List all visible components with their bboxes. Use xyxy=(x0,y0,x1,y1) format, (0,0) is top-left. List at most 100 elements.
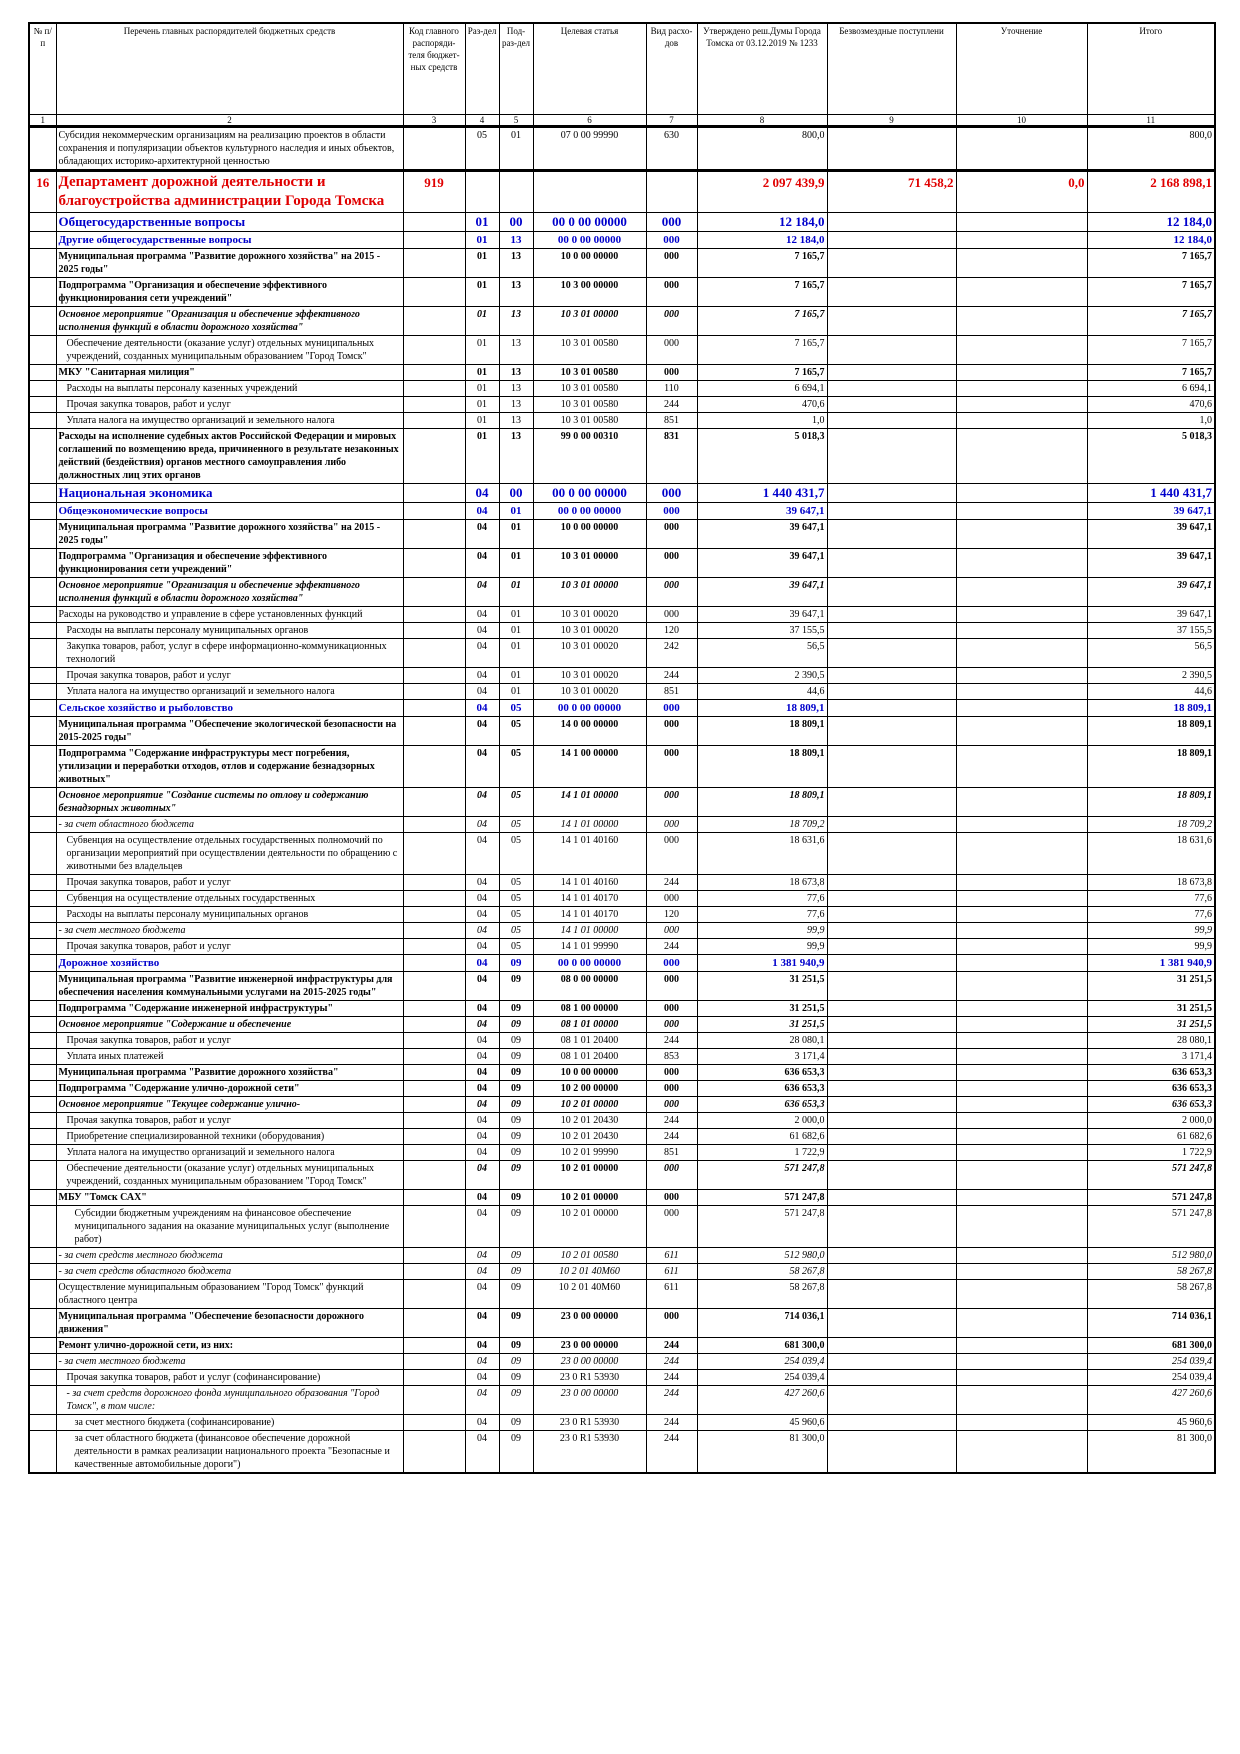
adjustment-amount xyxy=(955,548,1088,578)
section-code: 04 xyxy=(464,1205,500,1248)
expense-type: 244 xyxy=(645,1337,698,1354)
column-number: 10 xyxy=(955,114,1088,128)
approved-amount: 2 097 439,9 xyxy=(696,169,828,213)
total-amount: 28 080,1 xyxy=(1086,1032,1216,1049)
subsection-code: 13 xyxy=(498,248,534,278)
table-row: Приобретение специализированной техники … xyxy=(28,1128,1216,1145)
approved-amount: 427 260,6 xyxy=(696,1385,828,1415)
total-amount: 714 036,1 xyxy=(1086,1308,1216,1338)
target-article: 10 3 01 00580 xyxy=(532,380,647,397)
expense-type: 000 xyxy=(645,1016,698,1033)
target-article: 10 2 01 00000 xyxy=(532,1160,647,1190)
gratuitous-amount xyxy=(826,890,957,907)
row-name: Подпрограмма "Содержание улично-дорожной… xyxy=(55,1080,404,1097)
gratuitous-amount xyxy=(826,1263,957,1280)
column-number: 1 xyxy=(28,114,57,128)
row-number xyxy=(28,277,57,307)
expense-type: 000 xyxy=(645,745,698,788)
gratuitous-amount xyxy=(826,548,957,578)
target-article: 14 1 01 40170 xyxy=(532,906,647,923)
target-article: 23 0 R1 53930 xyxy=(532,1414,647,1431)
manager-code xyxy=(402,816,466,833)
row-number xyxy=(28,231,57,249)
gratuitous-amount xyxy=(826,667,957,684)
subsection-code: 09 xyxy=(498,1000,534,1017)
adjustment-amount xyxy=(955,428,1088,484)
section-code: 04 xyxy=(464,954,500,972)
approved-amount: 58 267,8 xyxy=(696,1263,828,1280)
section-code: 04 xyxy=(464,716,500,746)
gratuitous-amount xyxy=(826,1080,957,1097)
gratuitous-amount xyxy=(826,1247,957,1264)
total-amount: 18 809,1 xyxy=(1086,716,1216,746)
expense-type: 853 xyxy=(645,1048,698,1065)
total-amount: 18 631,6 xyxy=(1086,832,1216,875)
adjustment-amount xyxy=(955,1385,1088,1415)
row-number xyxy=(28,1247,57,1264)
section-code: 04 xyxy=(464,745,500,788)
row-name: - за счет областного бюджета xyxy=(55,816,404,833)
row-name: Прочая закупка товаров, работ и услуг xyxy=(55,1032,404,1049)
approved-amount: 636 653,3 xyxy=(696,1096,828,1113)
adjustment-amount xyxy=(955,683,1088,700)
target-article: 23 0 00 00000 xyxy=(532,1353,647,1370)
section-code: 04 xyxy=(464,1430,500,1474)
table-row: - за счет средств областного бюджета 04 09… xyxy=(28,1263,1216,1280)
subsection-code: 09 xyxy=(498,971,534,1001)
row-name: Подпрограмма "Организация и обеспечение … xyxy=(55,548,404,578)
table-row: Сельское хозяйство и рыболовство 04 05 00 0… xyxy=(28,699,1216,717)
gratuitous-amount xyxy=(826,938,957,955)
row-name: Субвенция на осуществление отдельных гос… xyxy=(55,890,404,907)
adjustment-amount xyxy=(955,1080,1088,1097)
row-name: - за счет средств областного бюджета xyxy=(55,1263,404,1280)
total-amount: 77,6 xyxy=(1086,906,1216,923)
total-amount: 31 251,5 xyxy=(1086,1000,1216,1017)
target-article: 10 3 01 00020 xyxy=(532,622,647,639)
subsection-code: 09 xyxy=(498,1353,534,1370)
row-name: Основное мероприятие "Текущее содержание… xyxy=(55,1096,404,1113)
table-row: Прочая закупка товаров, работ и услуг 04 0… xyxy=(28,938,1216,955)
manager-code xyxy=(402,1279,466,1309)
table-row: МКУ "Санитарная милиция" 01 13 10 3 01 0058… xyxy=(28,364,1216,381)
expense-type: 000 xyxy=(645,699,698,717)
adjustment-amount xyxy=(955,922,1088,939)
row-number xyxy=(28,606,57,623)
adjustment-amount xyxy=(955,1308,1088,1338)
row-name: Расходы на руководство и управление в сф… xyxy=(55,606,404,623)
manager-code xyxy=(402,502,466,520)
expense-type: 244 xyxy=(645,1112,698,1129)
expense-type: 000 xyxy=(645,577,698,607)
row-name: Основное мероприятие "Содержание и обесп… xyxy=(55,1016,404,1033)
manager-code xyxy=(402,906,466,923)
adjustment-amount: 0,0 xyxy=(955,169,1088,213)
manager-code xyxy=(402,938,466,955)
expense-type: 000 xyxy=(645,787,698,817)
manager-code xyxy=(402,231,466,249)
adjustment-amount xyxy=(955,1096,1088,1113)
section-code: 04 xyxy=(464,1189,500,1206)
row-number xyxy=(28,1064,57,1081)
target-article: 23 0 R1 53930 xyxy=(532,1430,647,1474)
adjustment-amount xyxy=(955,577,1088,607)
row-number xyxy=(28,396,57,413)
target-article: 10 2 00 00000 xyxy=(532,1080,647,1097)
row-name: Муниципальная программа "Развитие дорожн… xyxy=(55,519,404,549)
approved-amount: 512 980,0 xyxy=(696,1247,828,1264)
subsection-code: 09 xyxy=(498,1308,534,1338)
section-code: 04 xyxy=(464,1048,500,1065)
manager-code xyxy=(402,699,466,717)
approved-amount: 77,6 xyxy=(696,906,828,923)
gratuitous-amount xyxy=(826,1016,957,1033)
column-number: 8 xyxy=(696,114,828,128)
adjustment-amount xyxy=(955,1189,1088,1206)
manager-code xyxy=(402,638,466,668)
target-article: 00 0 00 00000 xyxy=(532,954,647,972)
row-name: - за счет средств местного бюджета xyxy=(55,1247,404,1264)
approved-amount: 39 647,1 xyxy=(696,577,828,607)
row-number xyxy=(28,1048,57,1065)
row-name: за счет местного бюджета (софинансирован… xyxy=(55,1414,404,1431)
total-amount: 7 165,7 xyxy=(1086,364,1216,381)
target-article: 10 3 01 00580 xyxy=(532,412,647,429)
row-number xyxy=(28,380,57,397)
section-code: 04 xyxy=(464,938,500,955)
